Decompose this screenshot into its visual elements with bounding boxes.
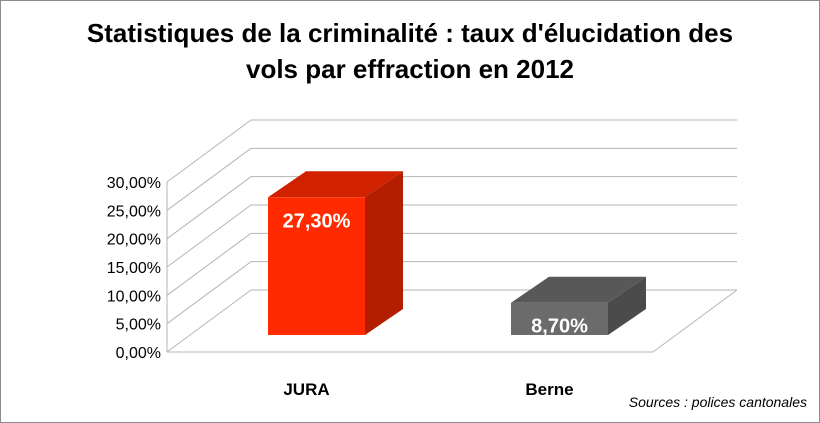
bar-top [511,276,646,303]
y-tick-label: 10,00% [107,288,161,305]
chart-title-line-1: Statistiques de la criminalité : taux d'… [86,18,734,48]
y-tick-label: 5,00% [116,317,161,334]
gridline-diagonal [166,119,252,183]
gridline-diagonal [166,261,252,325]
y-tick-label: 0,00% [116,345,161,362]
y-tick-label: 30,00% [107,175,161,192]
chart-title-line-2: vols par effraction en 2012 [245,54,575,84]
x-tick-label: JURA [283,380,329,399]
gridline-diagonal [166,204,252,268]
bar [268,197,365,335]
gridline-diagonal [166,147,252,211]
bar-side [608,276,646,335]
source-note: Sources : polices cantonales [628,394,807,410]
bar [511,302,608,335]
floor-right-edge [652,289,738,353]
y-tick-label: 15,00% [107,260,161,277]
y-tick-label: 25,00% [107,203,161,220]
gridline-diagonal [166,232,252,296]
data-label: 27,30% [283,210,351,232]
gridline-diagonal [166,289,252,353]
y-tick-label: 20,00% [107,232,161,249]
data-label: 8,70% [531,316,588,338]
chart-title: Statistiques de la criminalité : taux d'… [1,15,819,87]
bar-top [268,171,403,198]
gridline-diagonal [166,176,252,240]
bar-side [365,171,403,335]
x-tick-label: Berne [525,380,573,399]
